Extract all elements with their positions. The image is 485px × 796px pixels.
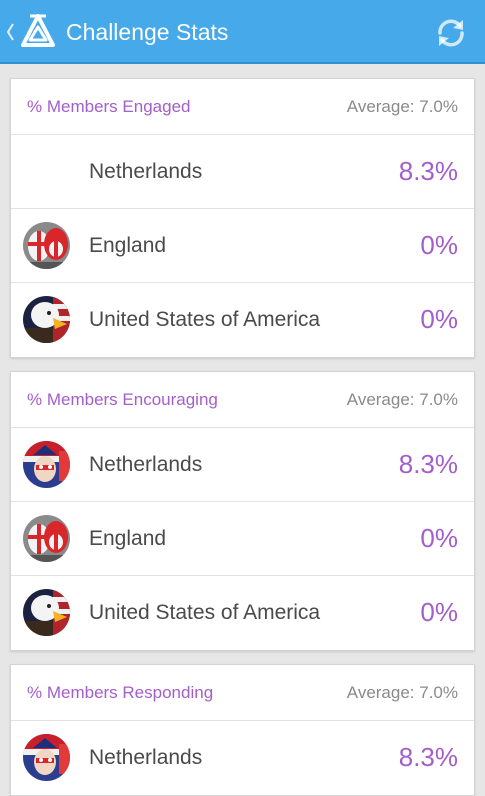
- list-item[interactable]: Netherlands 8.3%: [11, 721, 474, 795]
- card-average: Average: 7.0%: [346, 97, 458, 116]
- card-title: % Members Encouraging: [27, 390, 218, 409]
- country-name: United States of America: [89, 308, 321, 331]
- list-item[interactable]: Netherlands 8.3%: [11, 428, 474, 502]
- card-average: Average: 7.0%: [346, 683, 458, 702]
- triangle-logo-icon[interactable]: [19, 12, 57, 52]
- card-header: % Members Responding Average: 7.0%: [11, 665, 474, 721]
- card-title: % Members Engaged: [27, 97, 191, 116]
- england-fans-avatar: [23, 222, 70, 269]
- list-item[interactable]: England 0%: [11, 209, 474, 283]
- england-fans-avatar: [23, 515, 70, 562]
- usa-eagle-avatar: [23, 296, 70, 343]
- country-name: Netherlands: [89, 160, 203, 183]
- list-item[interactable]: United States of America 0%: [11, 576, 474, 650]
- card-header: % Members Engaged Average: 7.0%: [11, 79, 474, 135]
- stat-value: 0%: [420, 523, 458, 553]
- stat-card-engaged: % Members Engaged Average: 7.0% Netherla…: [10, 78, 475, 358]
- stat-value: 0%: [420, 230, 458, 260]
- netherlands-fan-avatar: [23, 441, 70, 488]
- country-name: England: [89, 234, 167, 257]
- usa-eagle-avatar: [23, 589, 70, 636]
- country-name: England: [89, 527, 167, 550]
- country-name: Netherlands: [89, 453, 203, 476]
- list-item[interactable]: Netherlands 8.3%: [11, 135, 474, 209]
- list-item[interactable]: England 0%: [11, 502, 474, 576]
- list-item[interactable]: United States of America 0%: [11, 283, 474, 357]
- action-bar: Challenge Stats: [0, 0, 485, 64]
- card-average: Average: 7.0%: [346, 390, 458, 409]
- refresh-icon[interactable]: [434, 16, 468, 50]
- stat-card-responding: % Members Responding Average: 7.0% Nethe…: [10, 664, 475, 796]
- stat-value: 8.3%: [398, 742, 458, 772]
- country-name: Netherlands: [89, 746, 203, 769]
- netherlands-fan-avatar: [23, 734, 70, 781]
- stat-value: 0%: [420, 597, 458, 627]
- card-header: % Members Encouraging Average: 7.0%: [11, 372, 474, 428]
- stat-value: 8.3%: [398, 449, 458, 479]
- page-title: Challenge Stats: [66, 19, 229, 45]
- chevron-left-icon[interactable]: [5, 20, 15, 44]
- stat-card-encouraging: % Members Encouraging Average: 7.0% Neth…: [10, 371, 475, 651]
- country-name: United States of America: [89, 601, 321, 624]
- stat-value: 8.3%: [398, 156, 458, 186]
- card-title: % Members Responding: [27, 683, 214, 702]
- stat-value: 0%: [420, 304, 458, 334]
